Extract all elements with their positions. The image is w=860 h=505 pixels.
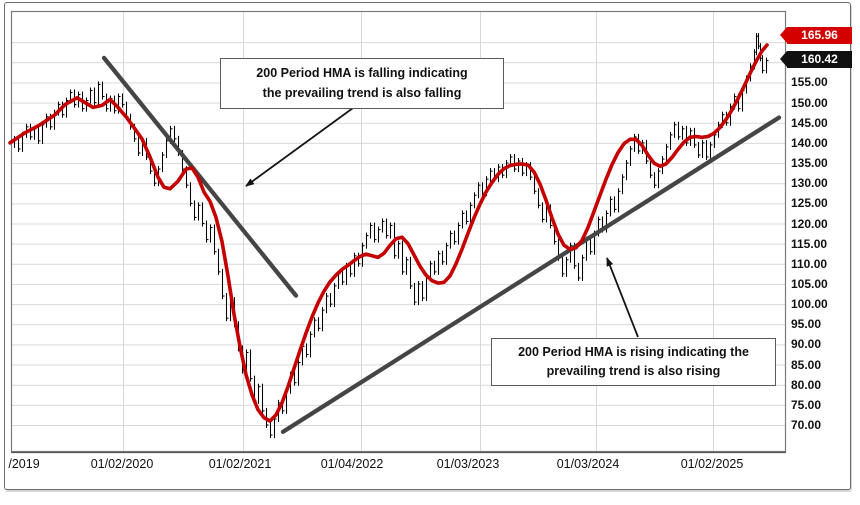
plot-border — [10, 10, 787, 453]
rising-note-arrow — [606, 257, 639, 338]
y-axis-tick-label: 155.00 — [791, 75, 828, 90]
falling-note-arrow — [245, 107, 354, 187]
falling-trend-annotation-line1: 200 Period HMA is falling indicating — [256, 66, 468, 81]
rising-trendline — [280, 115, 782, 435]
hma-200-line — [8, 43, 769, 423]
y-axis-tick-label: 125.00 — [791, 196, 828, 211]
rising-trend-annotation: 200 Period HMA is rising indicating the … — [491, 338, 776, 386]
last-price-badge-value: 160.42 — [801, 52, 838, 66]
y-axis-tick-label: 145.00 — [791, 115, 828, 130]
hma-price-badge-value: 165.96 — [801, 28, 838, 42]
x-axis-tick-label: 01/03/2024 — [556, 457, 620, 471]
x-axis-tick-label: 01/02/2025 — [680, 457, 744, 471]
y-axis-tick-label: 130.00 — [791, 176, 828, 191]
hma-price-badge: 165.96 — [780, 27, 852, 44]
y-axis-tick-label: 100.00 — [791, 297, 828, 312]
y-axis-tick-label: 110.00 — [791, 256, 828, 271]
last-price-badge: 160.42 — [780, 51, 852, 68]
falling-trend-annotation-line2: the prevailing trend is also falling — [262, 85, 462, 100]
x-axis-tick-label: /2019 — [8, 457, 40, 471]
y-axis-tick-label: 70.00 — [791, 418, 822, 432]
y-axis-tick-label: 150.00 — [791, 95, 828, 110]
y-axis-tick-label: 105.00 — [791, 276, 828, 291]
y-axis-tick-label: 120.00 — [791, 216, 828, 231]
falling-trendline — [101, 55, 299, 298]
y-axis-tick-label: 140.00 — [791, 135, 828, 150]
y-axis-tick-label: 80.00 — [791, 377, 822, 392]
x-axis-tick-label: 01/02/2021 — [208, 457, 272, 471]
x-axis-tick-label: 01/04/2022 — [320, 457, 384, 471]
y-axis-tick-label: 115.00 — [791, 236, 828, 251]
x-axis-tick-label: 01/03/2023 — [436, 457, 500, 471]
y-axis-tick-label: 85.00 — [791, 357, 822, 372]
x-axis-tick-label: 01/02/2020 — [90, 457, 154, 471]
y-axis-tick-label: 90.00 — [791, 337, 822, 352]
rising-trend-annotation-line1: 200 Period HMA is rising indicating the — [518, 344, 749, 359]
y-axis-tick-label: 75.00 — [791, 397, 822, 412]
y-axis-tick-label: 135.00 — [791, 156, 828, 171]
falling-trend-annotation: 200 Period HMA is falling indicating the… — [220, 58, 504, 109]
rising-trend-annotation-line2: prevailing trend is also rising — [546, 364, 721, 378]
y-axis-tick-label: 95.00 — [791, 317, 822, 332]
